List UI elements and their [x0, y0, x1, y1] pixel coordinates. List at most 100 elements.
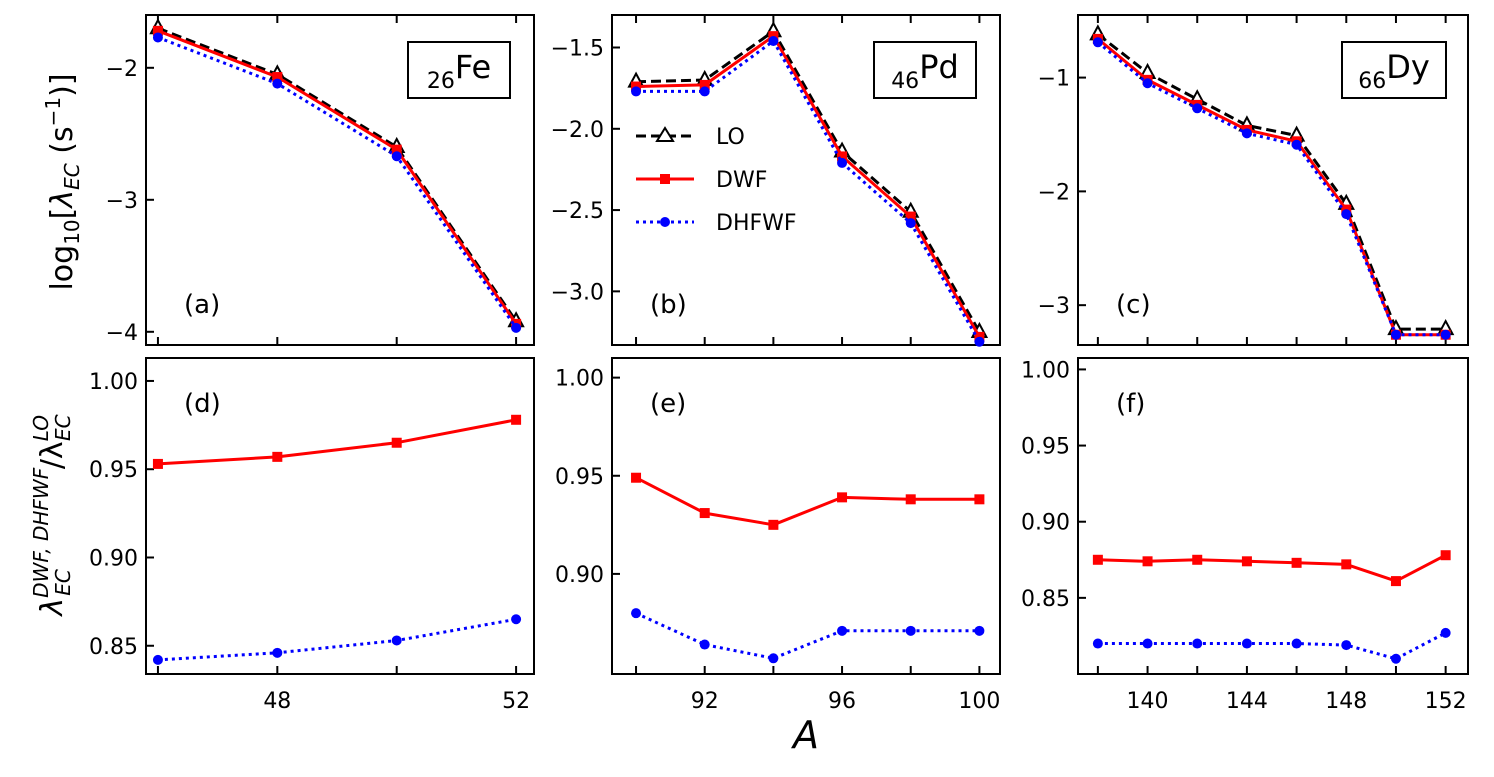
plot-frame	[1077, 14, 1469, 346]
point-dhfwf	[272, 647, 283, 658]
element-symbol-fe: Fe	[455, 48, 491, 86]
x-tick-label: 148	[1325, 689, 1367, 714]
y-tick-label: −4	[106, 321, 138, 346]
element-box-fe: 26Fe	[407, 41, 511, 99]
plot-frame	[611, 357, 1001, 675]
point-dwf	[272, 72, 283, 83]
series-line-dhfwf	[636, 39, 981, 343]
element-box-pd: 46Pd	[873, 41, 977, 99]
point-dhfwf	[1440, 329, 1451, 340]
panel-c: −1 −2 −3 (c)	[1038, 14, 1469, 346]
point-dhfwf	[1092, 37, 1103, 48]
y-tick-label: 0.95	[1021, 435, 1070, 460]
y-tick-label: 1.00	[89, 370, 138, 395]
point-dwf	[1241, 556, 1252, 567]
point-dhfwf	[974, 336, 985, 347]
point-dwf	[905, 211, 916, 222]
point-dhfwf	[1192, 103, 1203, 114]
series-line-dwf	[635, 34, 981, 338]
series-line-dhfwf	[1096, 41, 1446, 337]
panel-a: −2 −3 −4 (a)	[106, 14, 535, 346]
point-dwf	[1341, 559, 1352, 570]
point-dwf	[391, 437, 402, 448]
series-line-dwf	[157, 29, 518, 325]
element-symbol-dy: Dy	[1386, 48, 1430, 86]
y-axis-title-top: log10[λEC (s−1)]	[41, 73, 84, 290]
series-line-lo	[157, 26, 518, 323]
point-dwf	[1291, 557, 1302, 568]
point-dwf	[1142, 556, 1153, 567]
point-dhfwf	[1440, 627, 1451, 638]
point-dwf	[511, 414, 522, 425]
y-tick-label: −3	[1038, 294, 1070, 319]
panel-d: 1.00 0.95 0.90 0.85 48 52 (d)	[89, 357, 535, 714]
legend-label-dhfwf: DHFWF	[716, 211, 797, 236]
panel-b: −1.5 −2.0 −2.5 −3.0 (b)	[551, 14, 1001, 347]
panel-f: 1.00 0.95 0.90 0.85 140 144 148 152 (f)	[1021, 357, 1469, 714]
x-axis-title: A	[790, 713, 819, 757]
point-dwf	[837, 492, 848, 503]
point-dhfwf	[152, 32, 163, 43]
y-tick-label: −2	[106, 57, 138, 82]
series-line-lo	[635, 29, 981, 333]
y-tick-label: 0.95	[555, 465, 604, 490]
point-dhfwf	[768, 653, 779, 664]
point-dhfwf	[974, 625, 985, 636]
svg-text:26Fe: 26Fe	[427, 48, 491, 94]
series-line-lo	[1096, 33, 1446, 331]
point-dwf	[768, 519, 779, 530]
x-tick-label: 144	[1226, 689, 1268, 714]
point-dwf	[272, 451, 283, 462]
series-line-dhfwf	[635, 611, 980, 660]
x-tick-label: 48	[263, 689, 291, 714]
element-symbol-pd: Pd	[919, 48, 959, 86]
legend-entry-lo: LO	[636, 125, 745, 150]
panel-label: (d)	[184, 389, 221, 419]
y-tick-label: −2.0	[551, 118, 604, 143]
point-dhfwf	[699, 86, 710, 97]
plot-frame	[145, 357, 535, 675]
point-dhfwf	[1390, 329, 1401, 340]
y-tick-label: 1.00	[555, 367, 604, 392]
y-tick-label: 0.95	[89, 458, 138, 483]
series-line-dwf	[635, 476, 980, 527]
legend-entry-dwf: DWF	[636, 168, 767, 193]
y-tick-label: −2.5	[551, 199, 604, 224]
panel-label: (a)	[184, 290, 220, 320]
point-dhfwf	[1241, 638, 1252, 649]
point-dwf	[1390, 576, 1401, 587]
svg-text:66Dy: 66Dy	[1358, 48, 1430, 94]
point-dhfwf	[391, 635, 402, 646]
point-dhfwf	[511, 322, 522, 333]
point-dhfwf	[1341, 640, 1352, 651]
plot-frame	[1077, 357, 1469, 675]
y-tick-label: 0.90	[1021, 511, 1070, 536]
y-tick-label: 0.85	[89, 635, 138, 660]
point-dwf	[974, 494, 985, 505]
point-dwf	[1192, 554, 1203, 565]
point-dhfwf	[1291, 638, 1302, 649]
y-tick-label: 0.85	[1021, 587, 1070, 612]
point-dhfwf	[511, 614, 522, 625]
y-tick-label: 0.90	[89, 546, 138, 571]
panel-label: (b)	[650, 290, 687, 320]
point-dwf	[391, 144, 402, 155]
point-dhfwf	[905, 218, 916, 229]
y-tick-label: 1.00	[1021, 358, 1070, 383]
element-z-dy: 66	[1358, 69, 1386, 94]
point-dhfwf	[837, 157, 848, 168]
point-dhfwf	[1390, 653, 1401, 664]
point-dwf	[152, 458, 163, 469]
plot-frame	[611, 14, 1001, 346]
x-tick-label: 100	[958, 689, 1000, 714]
point-dhfwf	[905, 625, 916, 636]
legend: LO DWF DHFWF	[636, 125, 797, 236]
element-z-fe: 26	[427, 69, 455, 94]
x-tick-label: 96	[828, 689, 856, 714]
y-tick-label: −1	[1038, 67, 1070, 92]
x-tick-label: 52	[502, 689, 530, 714]
y-tick-label: −3.0	[551, 280, 604, 305]
point-dwf	[1092, 554, 1103, 565]
point-dhfwf	[631, 86, 642, 97]
